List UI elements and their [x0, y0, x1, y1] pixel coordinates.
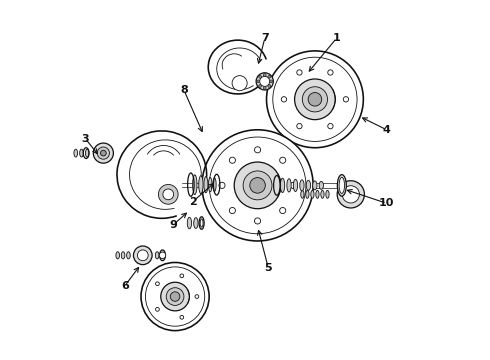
Ellipse shape	[319, 181, 323, 189]
Ellipse shape	[187, 217, 192, 229]
Circle shape	[256, 73, 273, 90]
Circle shape	[254, 147, 261, 153]
Ellipse shape	[200, 219, 203, 227]
Circle shape	[166, 288, 184, 305]
Text: 9: 9	[170, 220, 177, 230]
Ellipse shape	[301, 190, 304, 198]
Circle shape	[270, 80, 272, 83]
Circle shape	[254, 218, 261, 224]
Text: 7: 7	[261, 33, 269, 43]
Ellipse shape	[74, 149, 77, 157]
Ellipse shape	[316, 190, 319, 198]
Circle shape	[209, 137, 306, 234]
Ellipse shape	[160, 250, 166, 261]
Circle shape	[229, 157, 236, 163]
Circle shape	[234, 162, 281, 209]
Circle shape	[229, 207, 236, 213]
Circle shape	[243, 171, 272, 200]
Ellipse shape	[126, 252, 130, 259]
Ellipse shape	[300, 180, 304, 191]
Circle shape	[250, 177, 265, 193]
Circle shape	[263, 73, 266, 76]
Circle shape	[268, 75, 270, 78]
Circle shape	[93, 143, 113, 163]
Circle shape	[155, 282, 159, 285]
Circle shape	[273, 57, 357, 141]
Circle shape	[263, 86, 266, 89]
Circle shape	[158, 184, 178, 204]
Text: 3: 3	[82, 134, 89, 144]
Circle shape	[267, 51, 364, 148]
Circle shape	[308, 93, 322, 106]
Ellipse shape	[326, 190, 329, 198]
Text: 4: 4	[383, 125, 391, 135]
Ellipse shape	[116, 252, 120, 259]
Circle shape	[337, 181, 365, 208]
Ellipse shape	[287, 179, 291, 192]
Circle shape	[280, 157, 286, 163]
Circle shape	[161, 282, 189, 311]
Circle shape	[202, 130, 313, 241]
Circle shape	[97, 147, 109, 159]
Circle shape	[180, 315, 184, 319]
Text: 10: 10	[379, 198, 394, 208]
Text: 5: 5	[265, 263, 272, 273]
Text: 6: 6	[121, 281, 129, 291]
Circle shape	[342, 186, 359, 203]
Text: 8: 8	[180, 85, 188, 95]
Circle shape	[219, 182, 225, 188]
Ellipse shape	[85, 149, 89, 157]
Ellipse shape	[321, 190, 324, 198]
Ellipse shape	[313, 181, 317, 190]
Circle shape	[195, 295, 199, 298]
Circle shape	[302, 87, 327, 112]
Circle shape	[297, 123, 302, 129]
Circle shape	[280, 207, 286, 213]
Circle shape	[159, 252, 166, 258]
Ellipse shape	[80, 149, 83, 157]
Circle shape	[257, 80, 260, 83]
Circle shape	[171, 292, 180, 301]
Circle shape	[328, 70, 333, 75]
Circle shape	[232, 76, 247, 91]
Ellipse shape	[199, 217, 204, 229]
Circle shape	[294, 79, 335, 120]
Circle shape	[133, 246, 152, 265]
Ellipse shape	[294, 179, 297, 192]
Ellipse shape	[208, 177, 212, 192]
Circle shape	[328, 123, 333, 129]
Ellipse shape	[193, 175, 197, 194]
Ellipse shape	[337, 175, 346, 196]
Circle shape	[155, 307, 159, 311]
Ellipse shape	[213, 178, 216, 192]
Ellipse shape	[280, 178, 285, 193]
Ellipse shape	[194, 218, 198, 228]
Ellipse shape	[122, 252, 125, 259]
Circle shape	[297, 70, 302, 75]
Circle shape	[281, 96, 287, 102]
Circle shape	[180, 274, 184, 278]
Ellipse shape	[339, 177, 344, 193]
Circle shape	[137, 250, 148, 261]
Ellipse shape	[306, 180, 311, 190]
Circle shape	[163, 189, 173, 200]
Ellipse shape	[155, 252, 159, 259]
Circle shape	[259, 85, 262, 87]
Ellipse shape	[311, 190, 314, 198]
Text: 2: 2	[189, 197, 197, 207]
Circle shape	[260, 76, 270, 86]
Circle shape	[141, 262, 209, 330]
Ellipse shape	[204, 177, 208, 193]
Circle shape	[259, 75, 262, 78]
Circle shape	[343, 96, 348, 102]
Text: 1: 1	[333, 33, 341, 43]
Circle shape	[290, 182, 296, 188]
Circle shape	[268, 85, 270, 87]
Ellipse shape	[199, 176, 203, 194]
Circle shape	[100, 150, 106, 156]
Circle shape	[146, 267, 205, 326]
Ellipse shape	[306, 190, 309, 198]
